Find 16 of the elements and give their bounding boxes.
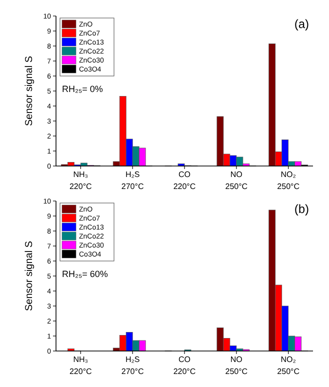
annotation: RH₂₅= 60% — [62, 269, 108, 279]
x-tick-label: H₂S 270°C — [121, 355, 144, 376]
x-tick-label: NO 250°C — [225, 355, 248, 376]
x-tick-label: CO 220°C — [173, 170, 196, 191]
y-axis-title: Sensor signal S — [24, 240, 35, 312]
x-tick-label: CO 220°C — [173, 355, 196, 376]
x-tick-label: NO₂ 250°C — [277, 355, 300, 376]
annotation: RH₂₅= 0% — [62, 84, 103, 94]
x-tick-label: NH₃ 220°C — [70, 170, 92, 191]
y-axis-title: Sensor signal S — [24, 56, 35, 126]
x-tick-label: H₂S 270°C — [121, 170, 144, 191]
x-tick-label: NO₂ 250°C — [277, 170, 300, 191]
annotation: (a) — [294, 17, 309, 31]
x-tick-label: NO 250°C — [225, 170, 248, 191]
x-tick-label: NH₃ 220°C — [70, 355, 92, 376]
annotation: (b) — [294, 202, 309, 216]
